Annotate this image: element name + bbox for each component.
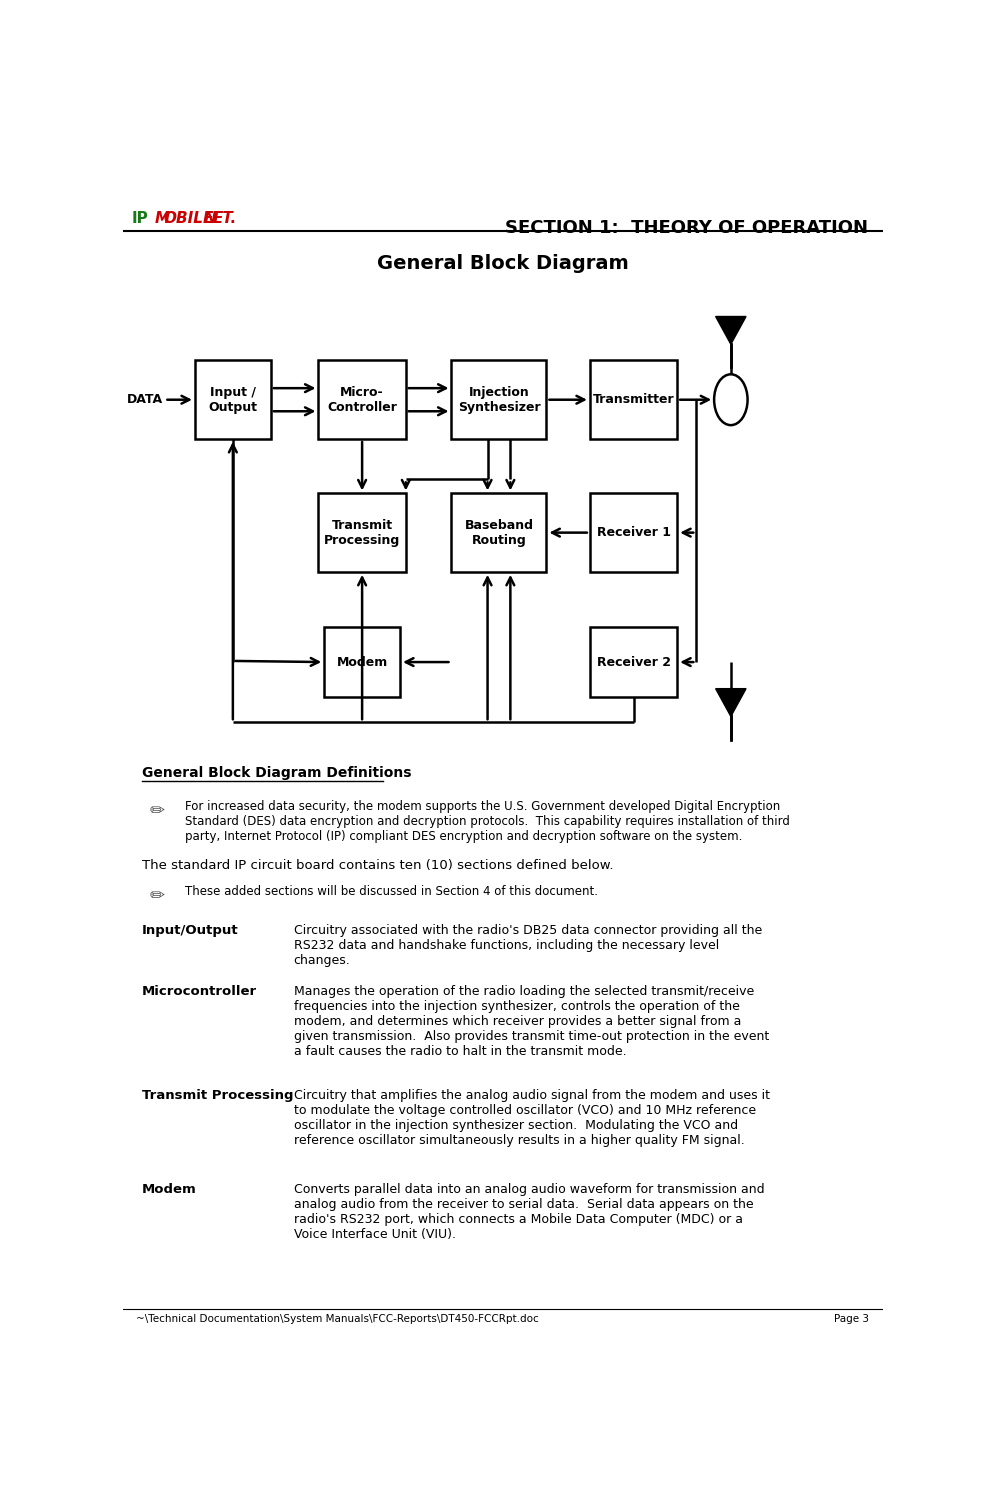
Bar <box>195 360 271 438</box>
Text: ~\Technical Documentation\System Manuals\FCC-Reports\DT450-FCCRpt.doc: ~\Technical Documentation\System Manuals… <box>136 1313 540 1324</box>
Text: Input/Output: Input/Output <box>141 925 238 938</box>
Text: Transmitter: Transmitter <box>593 393 674 407</box>
Bar <box>324 627 400 696</box>
Text: These added sections will be discussed in Section 4 of this document.: These added sections will be discussed i… <box>185 886 598 898</box>
Bar <box>451 494 546 572</box>
Bar <box>590 627 677 696</box>
Text: Baseband
Routing: Baseband Routing <box>464 519 534 546</box>
Polygon shape <box>716 689 747 716</box>
Text: DATA: DATA <box>128 393 164 407</box>
Text: Circuitry associated with the radio's DB25 data connector providing all the
RS23: Circuitry associated with the radio's DB… <box>293 925 762 968</box>
Text: Receiver 2: Receiver 2 <box>596 656 671 668</box>
Text: Page 3: Page 3 <box>834 1313 869 1324</box>
Bar <box>451 360 546 438</box>
Bar <box>590 494 677 572</box>
Text: IP: IP <box>131 212 148 227</box>
Text: N: N <box>203 212 216 227</box>
Text: Manages the operation of the radio loading the selected transmit/receive
frequen: Manages the operation of the radio loadi… <box>293 985 769 1058</box>
Text: Receiver 1: Receiver 1 <box>596 527 671 539</box>
Text: Transmit
Processing: Transmit Processing <box>324 519 400 546</box>
Text: SECTION 1:  THEORY OF OPERATION: SECTION 1: THEORY OF OPERATION <box>504 219 868 237</box>
Text: General Block Diagram: General Block Diagram <box>377 254 629 273</box>
Text: Modem: Modem <box>336 656 387 668</box>
Text: M: M <box>155 212 170 227</box>
Text: ET: ET <box>212 212 233 227</box>
Bar <box>590 360 677 438</box>
Bar <box>319 494 406 572</box>
Text: Injection
Synthesizer: Injection Synthesizer <box>458 386 541 414</box>
Text: Input /
Output: Input / Output <box>208 386 257 414</box>
Text: Micro-
Controller: Micro- Controller <box>328 386 397 414</box>
Bar <box>319 360 406 438</box>
Text: Microcontroller: Microcontroller <box>141 985 257 998</box>
Text: Circuitry that amplifies the analog audio signal from the modem and uses it
to m: Circuitry that amplifies the analog audi… <box>293 1088 770 1147</box>
Text: Transmit Processing: Transmit Processing <box>141 1088 293 1102</box>
Text: Converts parallel data into an analog audio waveform for transmission and
analog: Converts parallel data into an analog au… <box>293 1183 764 1241</box>
Text: ✏: ✏ <box>149 887 165 905</box>
Text: General Block Diagram Definitions: General Block Diagram Definitions <box>141 766 411 781</box>
Polygon shape <box>716 317 747 344</box>
Text: OBILE: OBILE <box>164 212 214 227</box>
Text: Modem: Modem <box>141 1183 196 1196</box>
Text: The standard IP circuit board contains ten (10) sections defined below.: The standard IP circuit board contains t… <box>141 859 613 872</box>
Text: ✏: ✏ <box>149 802 165 820</box>
Text: For increased data security, the modem supports the U.S. Government developed Di: For increased data security, the modem s… <box>185 800 790 842</box>
Text: .: . <box>230 212 234 227</box>
